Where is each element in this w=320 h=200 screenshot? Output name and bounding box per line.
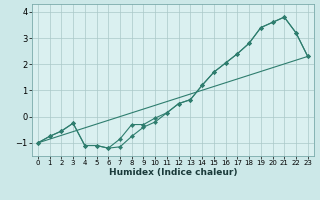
X-axis label: Humidex (Indice chaleur): Humidex (Indice chaleur) <box>108 168 237 177</box>
